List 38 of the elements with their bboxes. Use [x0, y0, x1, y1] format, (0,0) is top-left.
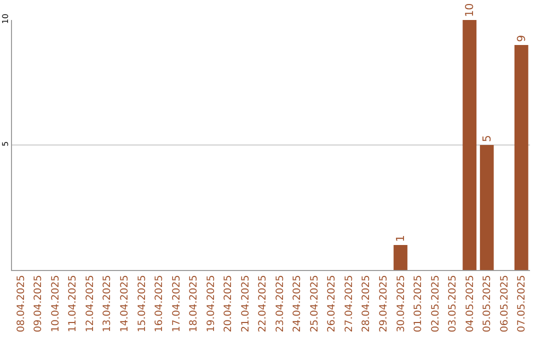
bar: [462, 20, 476, 270]
bar: [514, 45, 528, 270]
bar: [480, 145, 494, 270]
x-tick-label: 20.04.2025: [223, 275, 234, 332]
data-label: 5: [480, 135, 494, 142]
data-label: 9: [514, 35, 528, 42]
x-tick-label: 04.05.2025: [464, 275, 476, 332]
x-tick-label: 19.04.2025: [206, 275, 217, 332]
data-label: 1: [394, 235, 407, 242]
x-tick-label: 30.04.2025: [396, 275, 407, 332]
x-tick-label: 10.04.2025: [50, 275, 62, 332]
x-tick-label: 14.04.2025: [119, 275, 130, 332]
x-tick-label: 26.04.2025: [326, 275, 338, 332]
x-tick-label: 02.05.2025: [430, 275, 442, 332]
x-tick-label: 16.04.2025: [154, 275, 166, 332]
x-tick-label: 15.04.2025: [136, 275, 148, 332]
x-tick-label: 28.04.2025: [361, 275, 372, 332]
x-tick-label: 18.04.2025: [188, 275, 200, 332]
x-tick-label: 03.05.2025: [448, 275, 459, 332]
x-tick-label: 21.04.2025: [240, 275, 252, 332]
x-tick-label: 29.04.2025: [378, 275, 390, 332]
x-tick-label: 17.04.2025: [171, 275, 182, 332]
x-tick-label: 12.04.2025: [84, 275, 96, 332]
x-tick-label: 06.05.2025: [499, 275, 510, 332]
bar: [394, 245, 408, 270]
x-tick-label: 07.05.2025: [516, 275, 528, 332]
x-tick-label: 27.04.2025: [344, 275, 355, 332]
x-tick-label: 22.04.2025: [258, 275, 269, 332]
x-tick-label: 05.05.2025: [482, 275, 494, 332]
x-tick-label: 24.04.2025: [292, 275, 304, 332]
x-tick-label: 23.04.2025: [274, 275, 286, 332]
x-tick-label: 11.04.2025: [68, 275, 79, 332]
x-tick-label: 13.04.2025: [102, 275, 114, 332]
x-tick-label: 25.04.2025: [309, 275, 320, 332]
x-tick-label: 01.05.2025: [413, 275, 424, 332]
x-tick-label: 08.04.2025: [16, 275, 27, 332]
data-label: 10: [463, 3, 476, 17]
x-tick-label: 09.04.2025: [33, 275, 44, 332]
